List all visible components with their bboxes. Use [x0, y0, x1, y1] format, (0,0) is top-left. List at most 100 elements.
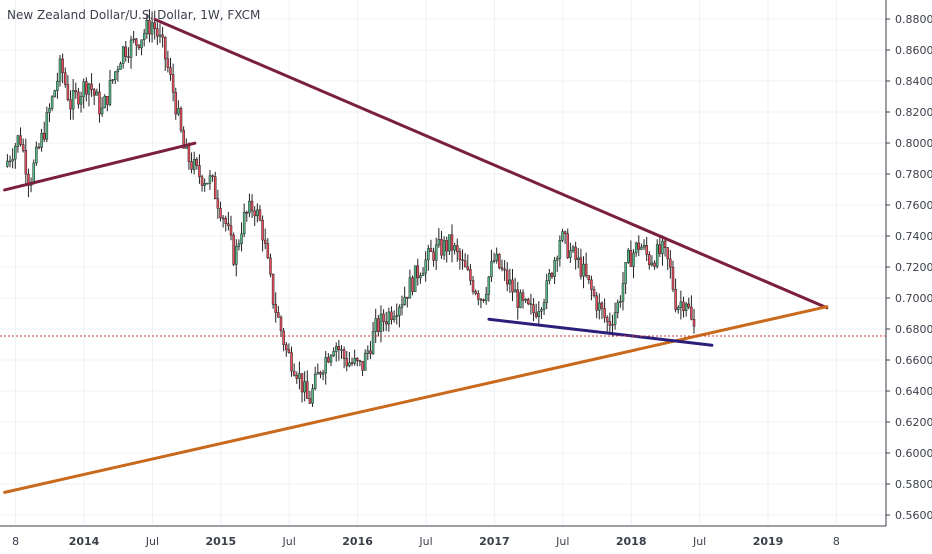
- candle-down: [587, 275, 591, 281]
- candle-down: [429, 248, 433, 252]
- candle-down: [224, 218, 227, 224]
- candle-up: [408, 277, 412, 299]
- candles: [6, 9, 696, 407]
- candle-up: [542, 302, 546, 310]
- candle-down: [319, 372, 322, 375]
- candle-up: [577, 257, 580, 260]
- candle-down: [637, 242, 641, 250]
- candle-up: [119, 63, 122, 70]
- candle-down: [350, 362, 354, 364]
- candle-down: [106, 95, 109, 105]
- candle-up: [132, 38, 135, 41]
- candle-up: [537, 311, 541, 317]
- candle-down: [61, 58, 64, 74]
- candle-down: [629, 250, 633, 267]
- candle-up: [235, 246, 238, 265]
- candle-down: [285, 344, 288, 350]
- candle-up: [387, 311, 391, 325]
- candle-down: [271, 273, 275, 305]
- x-tick-label: Jul: [692, 535, 706, 548]
- candle-down: [179, 108, 183, 131]
- candle-down: [406, 296, 409, 299]
- candle-down: [432, 251, 435, 261]
- candle-up: [611, 324, 614, 326]
- candle-up: [448, 234, 451, 252]
- candle-down: [658, 244, 662, 254]
- candle-down: [124, 46, 128, 57]
- x-tick-label: 2016: [342, 535, 373, 548]
- candle-down: [527, 299, 530, 305]
- candle-down: [390, 311, 393, 320]
- candle-down: [511, 279, 514, 293]
- candle-down: [308, 398, 312, 404]
- candle-down: [258, 209, 262, 221]
- candle-up: [555, 258, 559, 261]
- candle-down: [227, 223, 230, 226]
- candle-down: [232, 234, 235, 265]
- candle-up: [103, 95, 106, 109]
- candle-up: [348, 362, 351, 367]
- candle-down: [450, 234, 454, 251]
- candle-up: [569, 250, 572, 258]
- candle-up: [129, 39, 133, 58]
- candle-down: [277, 312, 280, 318]
- candle-up: [484, 293, 488, 301]
- candle-down: [534, 312, 538, 317]
- candle-up: [353, 358, 356, 364]
- candle-up: [203, 183, 206, 186]
- candle-down: [269, 257, 272, 275]
- x-tick-label: 2014: [69, 535, 100, 548]
- candle-up: [58, 58, 62, 82]
- candle-down: [648, 254, 651, 266]
- candle-down: [69, 99, 72, 110]
- candle-up: [108, 80, 112, 105]
- candle-up: [240, 233, 243, 244]
- candle-up: [248, 200, 251, 214]
- candle-up: [192, 159, 196, 170]
- candle-down: [579, 257, 583, 277]
- x-tick-label: 2017: [479, 535, 510, 548]
- candle-down: [458, 251, 462, 260]
- candle-down: [198, 165, 201, 178]
- candle-down: [250, 200, 254, 212]
- candle-down: [169, 67, 172, 75]
- candle-up: [424, 259, 427, 274]
- candle-up: [400, 304, 404, 308]
- candle-up: [242, 212, 246, 235]
- candle-up: [71, 90, 75, 110]
- candle-down: [463, 260, 467, 268]
- candle-down: [605, 317, 609, 322]
- resistance-trendline: [153, 17, 829, 310]
- candle-down: [92, 89, 96, 96]
- candle-down: [282, 330, 285, 345]
- candle-up: [419, 275, 422, 279]
- candle-up: [48, 108, 51, 113]
- candle-down: [156, 28, 159, 37]
- candle-up: [540, 309, 543, 312]
- candle-down: [163, 36, 167, 60]
- candle-down: [187, 144, 191, 162]
- candle-down: [85, 81, 88, 95]
- candle-down: [213, 176, 217, 200]
- candle-up: [655, 244, 659, 267]
- candle-down: [66, 84, 70, 100]
- candle-up: [142, 33, 146, 41]
- candle-down: [600, 302, 604, 309]
- candle-up: [650, 262, 654, 266]
- candle-up: [256, 209, 259, 217]
- candle-down: [171, 74, 175, 93]
- candle-down: [653, 262, 656, 267]
- candle-up: [332, 351, 335, 357]
- candle-down: [274, 304, 277, 313]
- candle-down: [666, 247, 669, 260]
- candle-down: [498, 253, 501, 269]
- candle-down: [190, 161, 193, 170]
- candle-down: [466, 266, 470, 270]
- x-tick-label: 8: [12, 535, 19, 548]
